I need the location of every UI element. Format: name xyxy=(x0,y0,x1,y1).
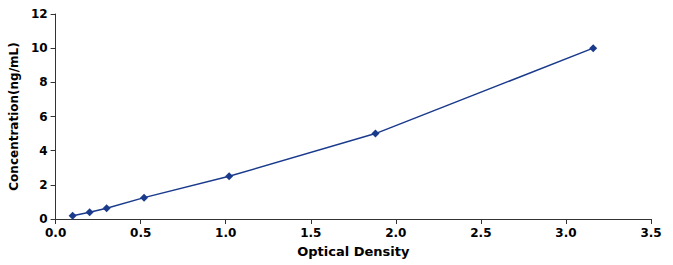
svg-text:1.5: 1.5 xyxy=(300,226,321,240)
svg-text:2.0: 2.0 xyxy=(385,226,406,240)
svg-text:Optical Density: Optical Density xyxy=(297,244,410,259)
svg-text:8: 8 xyxy=(39,75,47,89)
svg-text:10: 10 xyxy=(31,41,48,55)
svg-text:0: 0 xyxy=(39,212,47,226)
svg-text:12: 12 xyxy=(31,7,48,21)
svg-text:6: 6 xyxy=(39,110,47,124)
svg-text:3.5: 3.5 xyxy=(640,226,661,240)
svg-text:2.5: 2.5 xyxy=(470,226,491,240)
svg-text:Concentration(ng/mL): Concentration(ng/mL) xyxy=(7,42,21,190)
svg-text:0.0: 0.0 xyxy=(45,226,66,240)
svg-text:1.0: 1.0 xyxy=(215,226,236,240)
svg-text:3.0: 3.0 xyxy=(555,226,576,240)
svg-text:0.5: 0.5 xyxy=(130,226,151,240)
svg-text:2: 2 xyxy=(39,178,47,192)
svg-text:4: 4 xyxy=(39,144,47,158)
